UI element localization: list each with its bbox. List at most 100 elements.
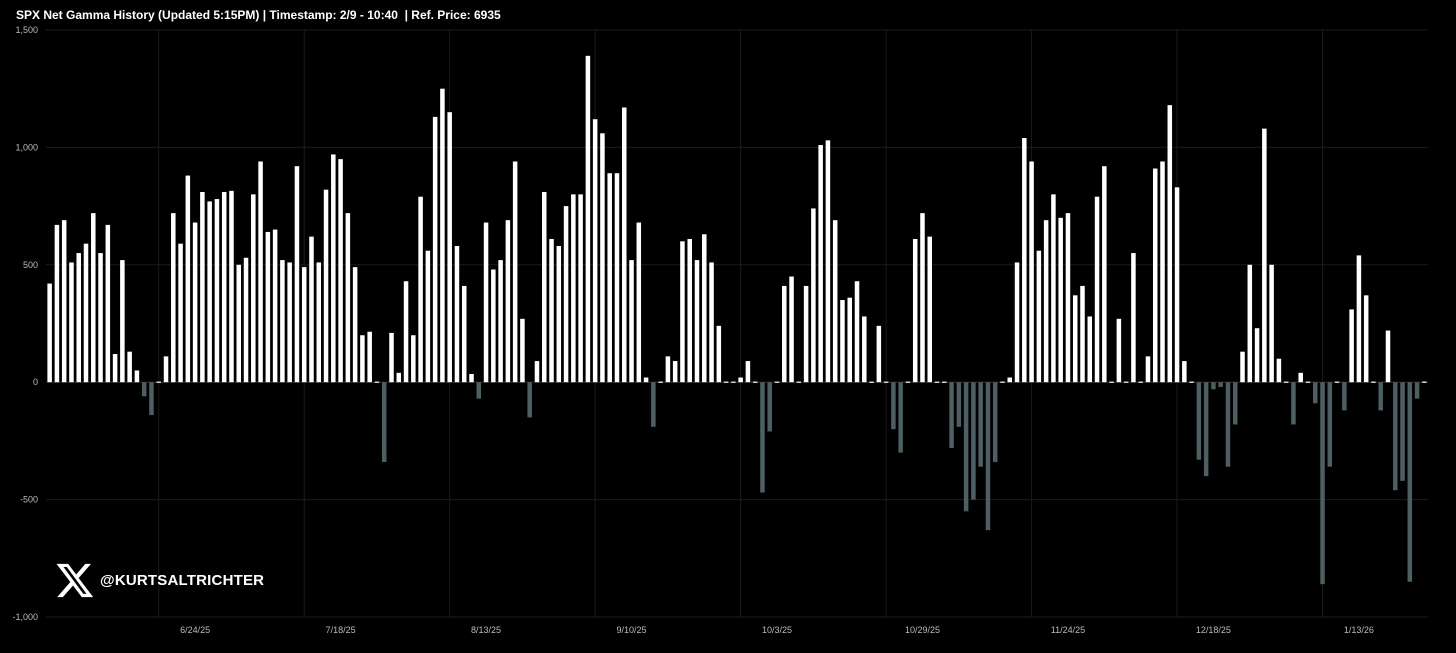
bar bbox=[265, 231, 271, 383]
bar bbox=[818, 145, 823, 383]
bar bbox=[1138, 381, 1143, 383]
bar bbox=[76, 253, 81, 383]
x-tick-label: 10/3/25 bbox=[762, 625, 792, 635]
x-tick-label: 11/24/25 bbox=[1051, 625, 1085, 635]
bar bbox=[1218, 382, 1223, 387]
bar bbox=[1094, 196, 1100, 383]
bar bbox=[512, 161, 518, 383]
bar bbox=[1065, 213, 1071, 383]
y-tick-label: -1,000 bbox=[12, 612, 38, 622]
x-tick-label: 8/13/25 bbox=[471, 625, 501, 635]
bar bbox=[105, 224, 111, 383]
bar bbox=[1342, 382, 1347, 411]
bar bbox=[862, 316, 867, 383]
bar bbox=[1291, 382, 1296, 425]
bar bbox=[956, 382, 962, 427]
bar bbox=[1167, 105, 1173, 383]
bar bbox=[927, 236, 933, 383]
bar bbox=[614, 173, 620, 383]
bar bbox=[425, 250, 431, 383]
bar bbox=[541, 192, 547, 383]
bar bbox=[294, 166, 300, 383]
bar bbox=[716, 325, 722, 383]
bar bbox=[760, 382, 765, 493]
bar bbox=[578, 194, 583, 383]
bar bbox=[403, 281, 409, 383]
bar bbox=[1109, 381, 1114, 383]
bar bbox=[396, 372, 402, 383]
bar bbox=[476, 382, 482, 399]
bar bbox=[585, 55, 591, 383]
bar bbox=[847, 297, 852, 383]
axis-ticks: -1,000 -500 0 500 1,000 1,500 6/24/25 7/18/25 8/… bbox=[12, 25, 1374, 635]
bar bbox=[978, 382, 983, 467]
bar bbox=[1160, 161, 1165, 383]
bar bbox=[141, 382, 147, 397]
bar bbox=[1407, 382, 1413, 582]
watermark-handle: @KURTSALTRICHTER bbox=[100, 571, 265, 589]
x-tick-label: 12/18/25 bbox=[1196, 625, 1231, 635]
bar bbox=[200, 192, 205, 383]
bar bbox=[796, 381, 802, 383]
bar bbox=[360, 335, 365, 383]
bar bbox=[883, 381, 889, 383]
bar bbox=[1123, 381, 1129, 383]
bar bbox=[1313, 382, 1318, 404]
watermark: @KURTSALTRICHTER bbox=[54, 560, 264, 600]
bar bbox=[221, 192, 227, 383]
bar bbox=[1247, 264, 1253, 383]
bar bbox=[789, 276, 794, 383]
bar bbox=[811, 208, 816, 383]
bar bbox=[803, 285, 809, 383]
bar bbox=[1080, 285, 1085, 383]
x-tick-label: 9/10/25 bbox=[617, 625, 647, 635]
bar bbox=[1232, 382, 1238, 425]
bar bbox=[1203, 382, 1209, 477]
bar bbox=[47, 283, 52, 383]
bar bbox=[782, 285, 787, 383]
bar bbox=[1087, 316, 1093, 383]
bar bbox=[352, 267, 358, 383]
bar bbox=[192, 222, 198, 383]
gridlines bbox=[46, 29, 1428, 618]
bar bbox=[229, 190, 234, 383]
bar bbox=[207, 201, 212, 383]
bar bbox=[1240, 351, 1245, 383]
bar bbox=[1072, 295, 1078, 383]
bar bbox=[985, 382, 991, 531]
bar bbox=[134, 370, 140, 383]
bar bbox=[1058, 217, 1063, 383]
bar bbox=[280, 260, 285, 383]
bar bbox=[1262, 128, 1267, 383]
bar bbox=[163, 356, 169, 383]
bar bbox=[171, 213, 176, 383]
bar bbox=[1378, 382, 1383, 411]
x-tick-label: 7/18/25 bbox=[326, 625, 356, 635]
bar bbox=[1334, 381, 1340, 383]
bar bbox=[178, 243, 183, 383]
bar bbox=[600, 133, 605, 383]
bar bbox=[832, 220, 838, 383]
bar bbox=[1269, 264, 1274, 383]
bar bbox=[98, 253, 103, 383]
bar bbox=[1320, 382, 1325, 585]
bar bbox=[1196, 382, 1202, 460]
bar bbox=[243, 257, 249, 383]
bar bbox=[272, 229, 278, 383]
bar bbox=[651, 382, 656, 427]
bar bbox=[687, 238, 692, 383]
bar bbox=[1051, 194, 1056, 383]
bar bbox=[1211, 382, 1216, 390]
bar bbox=[483, 222, 489, 383]
x-tick-label: 1/13/26 bbox=[1344, 625, 1374, 635]
bar bbox=[381, 382, 387, 463]
bar bbox=[731, 381, 736, 383]
bar bbox=[374, 381, 380, 383]
bar bbox=[905, 381, 911, 383]
bar bbox=[1102, 166, 1107, 383]
bar bbox=[622, 107, 627, 383]
bar bbox=[316, 262, 322, 383]
bar bbox=[527, 382, 532, 418]
bar bbox=[54, 224, 60, 383]
bar bbox=[418, 196, 423, 383]
